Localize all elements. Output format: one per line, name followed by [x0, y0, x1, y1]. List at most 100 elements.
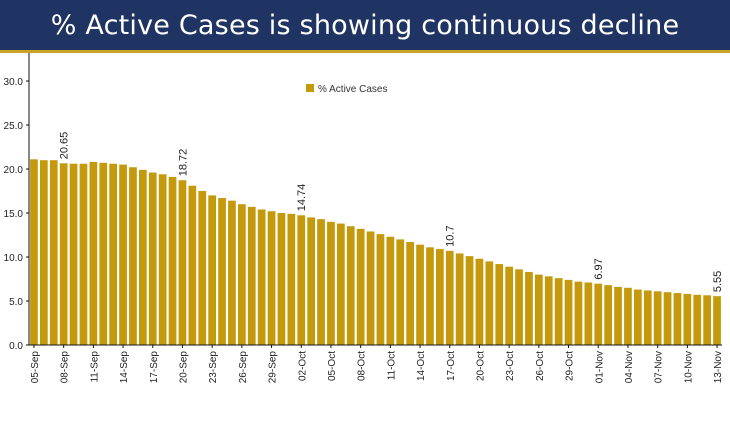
bar: [554, 278, 563, 345]
bar: [683, 293, 692, 345]
bar: [584, 282, 593, 345]
data-label: 18.72: [177, 149, 189, 177]
bar: [445, 250, 454, 345]
bar: [633, 289, 642, 345]
y-tick-label: 0.0: [9, 341, 23, 352]
data-label: 5.55: [712, 271, 724, 292]
x-tick-label: 17-Oct: [446, 351, 457, 381]
bar: [307, 217, 316, 345]
x-tick-label: 02-Oct: [297, 351, 308, 381]
data-label: 6.97: [593, 258, 605, 279]
bar: [544, 276, 553, 345]
legend-label: % Active Cases: [318, 84, 387, 95]
bar: [485, 261, 494, 345]
bar: [267, 211, 276, 345]
bar: [416, 244, 424, 345]
bar: [30, 159, 38, 345]
bar: [614, 286, 622, 345]
bar: [534, 274, 543, 345]
bar: [505, 266, 514, 345]
x-tick-label: 26-Oct: [535, 351, 546, 381]
bar: [257, 209, 266, 345]
x-tick-label: 20-Sep: [178, 351, 189, 384]
bars: [30, 159, 721, 345]
bar: [643, 290, 652, 345]
bar: [208, 195, 217, 345]
x-tick-label: 26-Sep: [238, 351, 249, 384]
y-tick-label: 30.0: [4, 77, 24, 88]
data-label: 10.7: [445, 225, 457, 246]
x-tick-label: 29-Oct: [565, 351, 576, 381]
x-tick-label: 07-Nov: [654, 351, 665, 383]
bar: [277, 213, 286, 345]
bar: [89, 161, 98, 345]
x-tick-label: 05-Oct: [327, 351, 338, 381]
x-tick-label: 04-Nov: [624, 351, 635, 383]
x-tick-label: 01-Nov: [594, 351, 605, 383]
x-axis-ticks: 05-Sep 08-Sep 11-Sep 14-Sep 17-Sep 20-Sep 23-S…: [30, 345, 724, 383]
bar: [99, 162, 108, 345]
bar: [247, 206, 256, 345]
y-tick-label: 5.0: [9, 297, 23, 308]
bar: [158, 174, 167, 345]
bar: [624, 287, 632, 345]
bar: [336, 223, 345, 345]
bar: [297, 215, 306, 345]
y-tick-label: 15.0: [4, 209, 24, 220]
bar: [465, 256, 474, 345]
x-tick-label: 14-Sep: [119, 351, 130, 384]
bar: [79, 163, 88, 345]
bar: [59, 163, 68, 345]
y-tick-label: 25.0: [4, 121, 24, 132]
bar: [594, 283, 603, 345]
y-axis-ticks: 0.0 5.0 10.0 15.0 20.0 25.0 30.0: [4, 77, 29, 352]
bar: [435, 249, 444, 345]
x-tick-label: 13-Nov: [713, 351, 724, 383]
bar: [604, 285, 613, 345]
bar: [673, 293, 682, 345]
data-label: 20.65: [59, 132, 71, 160]
page-title: % Active Cases is showing continuous dec…: [50, 9, 680, 41]
bar: [317, 219, 325, 345]
bar: [713, 296, 721, 345]
bar: [663, 292, 672, 345]
data-labels: 20.65 18.72 14.74 10.7 6.97 5.55: [59, 132, 724, 292]
y-tick-label: 10.0: [4, 253, 24, 264]
bar: [564, 279, 573, 345]
bar: [168, 176, 177, 345]
bar: [39, 160, 48, 345]
bar: [574, 281, 583, 345]
bar: [188, 185, 197, 345]
bar: [237, 204, 246, 345]
bar: [228, 200, 236, 345]
bar: [69, 163, 78, 345]
bar: [693, 294, 702, 345]
bar: [406, 242, 415, 345]
bar: [426, 247, 434, 345]
bar: [366, 231, 375, 345]
bar: [376, 234, 385, 345]
bar: [138, 169, 147, 345]
legend: % Active Cases: [306, 84, 387, 95]
x-tick-label: 08-Oct: [357, 351, 368, 381]
bar: [475, 258, 484, 345]
bar: [49, 160, 58, 345]
bar: [703, 295, 712, 345]
x-tick-label: 11-Oct: [386, 351, 397, 380]
x-tick-label: 17-Sep: [149, 351, 160, 384]
bar: [515, 269, 523, 345]
bar: [148, 172, 157, 345]
bar: [119, 164, 127, 345]
bar: [396, 239, 405, 345]
x-tick-label: 20-Oct: [475, 351, 486, 381]
bar: [455, 253, 464, 345]
bar: [327, 221, 335, 345]
bar: [109, 163, 118, 345]
bar: [386, 236, 395, 345]
bar: [495, 264, 504, 345]
x-tick-label: 08-Sep: [60, 351, 71, 384]
bar: [178, 180, 187, 345]
bar: [129, 167, 137, 345]
bar: [346, 226, 355, 345]
x-tick-label: 23-Sep: [208, 351, 219, 384]
